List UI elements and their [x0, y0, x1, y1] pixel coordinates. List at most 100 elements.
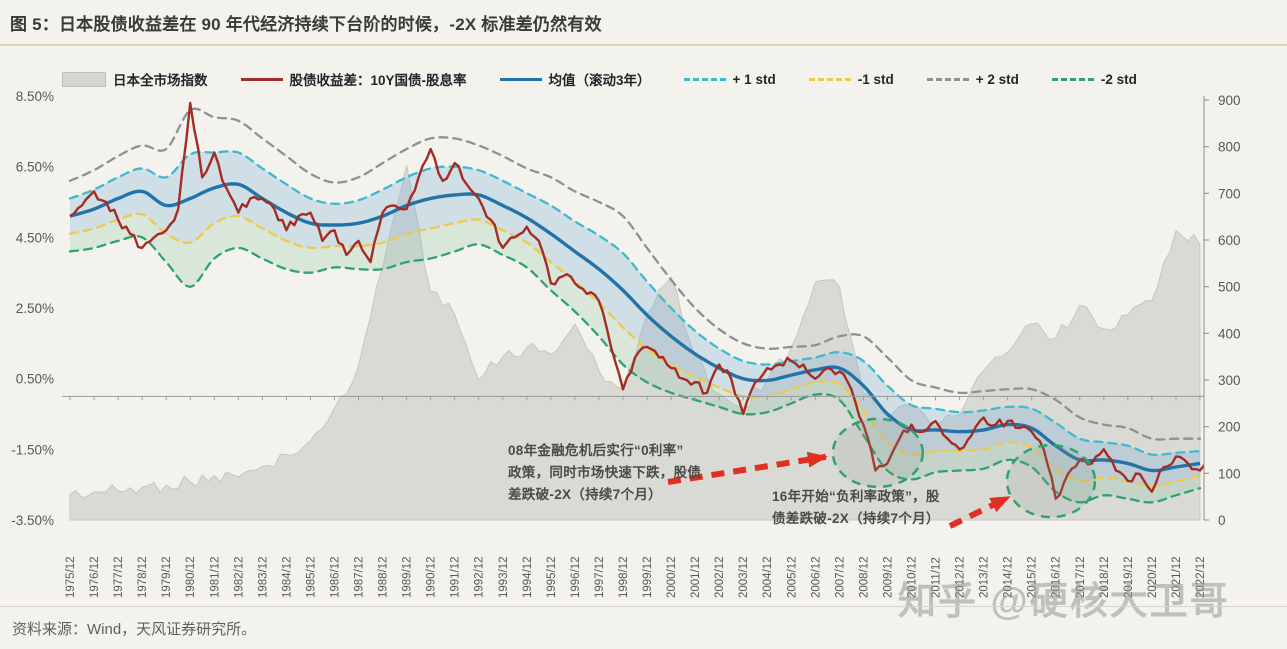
legend-label: 股债收益差：10Y国债-股息率: [289, 73, 467, 88]
title-divider: [0, 44, 1287, 46]
x-axis-label: 1985/12: [305, 556, 317, 598]
legend-label: 日本全市场指数: [113, 73, 208, 88]
x-axis-label: 1993/12: [498, 556, 510, 598]
right-axis: 900 800 700 600 500 400 300 200 100 0: [1203, 93, 1241, 528]
x-axis-label: 2006/12: [810, 556, 822, 598]
x-axis-label: 1979/12: [161, 556, 173, 598]
x-axis-label: 2005/12: [786, 556, 798, 598]
x-axis-label: 1990/12: [426, 556, 438, 598]
x-axis-label: 1986/12: [329, 556, 341, 598]
x-axis-label: 2019/12: [1123, 556, 1135, 598]
right-axis-label: 600: [1218, 233, 1241, 248]
x-axis-label: 2009/12: [882, 556, 894, 598]
x-axis-label: 1999/12: [642, 556, 654, 598]
legend-label: + 1 std: [732, 71, 776, 87]
x-axis-label: 1995/12: [546, 556, 558, 598]
x-axis-label: 1988/12: [378, 556, 390, 598]
footer-divider: [0, 606, 1287, 607]
left-axis-label: 0.50%: [16, 372, 54, 387]
x-axis-label: 1991/12: [450, 556, 462, 598]
left-axis-label: -1.50%: [11, 442, 54, 457]
right-axis-label: 900: [1218, 93, 1241, 108]
legend-label: -2 std: [1100, 71, 1137, 87]
legend-item: + 2 std: [926, 72, 1019, 87]
legend-swatch-area: [62, 71, 106, 87]
x-axis-label: 1996/12: [570, 556, 582, 598]
x-axis-label: 2007/12: [834, 556, 846, 598]
legend-item: 股债收益差：10Y国债-股息率: [240, 69, 467, 89]
x-axis-label: 1981/12: [209, 556, 221, 598]
x-axis-label: 1994/12: [522, 556, 534, 598]
right-axis-label: 700: [1218, 186, 1241, 201]
x-axis-label: 2020/12: [1147, 556, 1159, 598]
left-axis-label: -3.50%: [11, 513, 54, 528]
x-axis-label: 1980/12: [185, 556, 197, 598]
left-axis: 8.50% 6.50% 4.50% 2.50% 0.50% -1.50% -3.50%: [11, 89, 54, 528]
x-axis-label: 1983/12: [257, 556, 269, 598]
legend-swatch-line: [499, 77, 542, 81]
plus1-std-line: [68, 150, 1202, 457]
x-axis-label: 2011/12: [931, 557, 943, 598]
x-axis-label: 2018/12: [1099, 556, 1111, 598]
x-axis-label: 2001/12: [690, 556, 702, 598]
arrow-2016: [948, 494, 1011, 529]
x-axis-label: 2015/12: [1027, 556, 1039, 598]
x-axis-label: 1982/12: [233, 556, 245, 598]
figure-title: 图 5：日本股债收益差在 90 年代经济持续下台阶的时候，-2X 标准差仍然有效: [10, 15, 602, 34]
legend-swatch-dash: [808, 77, 851, 81]
x-axis-label: 2000/12: [666, 556, 678, 598]
source-note: 资料来源：Wind，天风证券研究所。: [12, 621, 257, 638]
right-axis-label: 400: [1218, 326, 1241, 341]
minus2-std-line: [68, 234, 1202, 504]
right-axis-label: 200: [1218, 420, 1241, 435]
x-axis-label: 2004/12: [762, 556, 774, 598]
x-axis-label: 1984/12: [281, 556, 293, 598]
spread-line-series: [69, 101, 1204, 500]
legend-item: 日本全市场指数: [62, 69, 208, 89]
highlight-ellipse-2008: [831, 417, 925, 489]
x-axis-label: 1998/12: [618, 556, 630, 598]
x-axis-label: 2017/12: [1075, 556, 1087, 598]
annotation-2016: 16年开始“负利率政策”，股 债差跌破-2X（持续7个月）: [772, 489, 940, 526]
legend-swatch-dash: [1051, 77, 1094, 81]
x-axis: [62, 395, 1204, 401]
mean-line-series: [69, 182, 1201, 473]
x-axis-labels: 1975/12 1976/12 1977/12 1978/12 1979/12 1980/…: [65, 556, 1207, 598]
x-axis-label: 1976/12: [89, 556, 101, 598]
legend-item: -1 std: [808, 71, 894, 87]
right-axis-label: 800: [1218, 140, 1241, 155]
x-axis-label: 2008/12: [858, 556, 870, 598]
annotation-2008: 08年金融危机后实行“0利率” 政策，同时市场快速下跌，股债 差跌破-2X（持续…: [508, 443, 702, 502]
plot-area: [68, 101, 1204, 521]
x-axis-label: 2002/12: [714, 556, 726, 598]
x-axis-label: 2022/12: [1195, 556, 1207, 598]
right-axis-label: 300: [1218, 373, 1241, 388]
legend-item: + 1 std: [683, 71, 776, 87]
x-axis-label: 1975/12: [65, 556, 77, 598]
x-axis-label: 2021/12: [1171, 556, 1183, 598]
x-axis-label: 1987/12: [354, 556, 366, 598]
x-axis-label: 1992/12: [474, 556, 486, 598]
legend-item: 均值（滚动3年）: [499, 69, 651, 89]
x-axis-label: 1978/12: [137, 556, 149, 598]
left-axis-label: 8.50%: [16, 89, 54, 104]
x-axis-label: 2010/12: [906, 556, 918, 598]
x-axis-label: 2014/12: [1003, 556, 1015, 598]
band-fill-1std: [70, 151, 1200, 487]
right-axis-label: 500: [1218, 280, 1241, 295]
legend-swatch-line: [240, 77, 283, 81]
x-axis-label: 2016/12: [1051, 556, 1063, 598]
legend-label: 均值（滚动3年）: [548, 73, 651, 88]
x-axis-label: 1977/12: [113, 556, 125, 598]
watermark: 知乎 @硬核大卫哥: [898, 581, 1230, 623]
highlight-ellipse-2016: [1005, 443, 1097, 519]
legend-swatch-dash: [926, 77, 969, 81]
x-axis-label: 1997/12: [594, 556, 606, 598]
right-axis-label: 0: [1218, 513, 1226, 528]
left-axis-label: 6.50%: [16, 160, 54, 175]
legend-label: -1 std: [857, 71, 894, 87]
legend-item: -2 std: [1051, 71, 1137, 87]
x-axis-label: 1989/12: [402, 556, 414, 598]
